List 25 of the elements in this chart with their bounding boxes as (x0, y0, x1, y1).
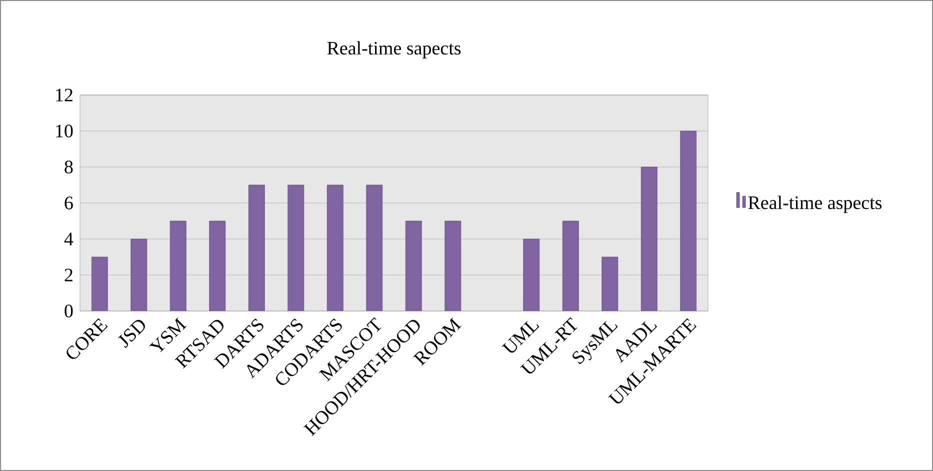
bar (444, 220, 462, 311)
bar (562, 220, 579, 311)
y-tick-label: 0 (64, 304, 73, 318)
bar (405, 220, 422, 311)
bar (523, 238, 540, 311)
bar (326, 184, 344, 311)
y-tick-label: 10 (56, 124, 73, 138)
bar (130, 238, 148, 311)
bar (248, 184, 265, 311)
chart-title: Real-time sapects (327, 41, 461, 58)
y-tick-label: 4 (64, 232, 74, 246)
y-tick-label: 6 (64, 196, 73, 210)
bar (366, 184, 383, 311)
bar (640, 166, 658, 311)
bar (602, 256, 618, 311)
legend-label: Real-time aspects (748, 196, 882, 214)
bar (288, 184, 304, 311)
x-tick-label: JSD (118, 320, 145, 348)
bar (170, 220, 186, 311)
y-tick-label: 12 (56, 88, 72, 102)
y-tick-label: 2 (64, 268, 72, 282)
y-tick-label: 8 (64, 160, 73, 174)
bar (209, 220, 226, 311)
bar (680, 130, 697, 311)
bar (91, 256, 108, 311)
